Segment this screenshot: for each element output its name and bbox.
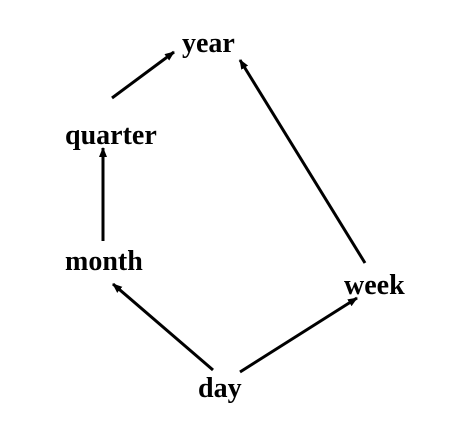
node-day: day: [198, 373, 242, 404]
edges: [99, 50, 367, 374]
edge-week-to-year: [238, 59, 367, 264]
node-week: week: [344, 270, 405, 301]
node-quarter: quarter: [65, 120, 157, 151]
edge-day-to-week: [239, 296, 358, 374]
node-month: month: [65, 246, 143, 277]
node-year: year: [182, 28, 235, 59]
nodes: year quarter month week day: [65, 28, 405, 404]
edge-day-to-month: [112, 282, 214, 372]
edge-quarter-to-year: [111, 50, 175, 100]
